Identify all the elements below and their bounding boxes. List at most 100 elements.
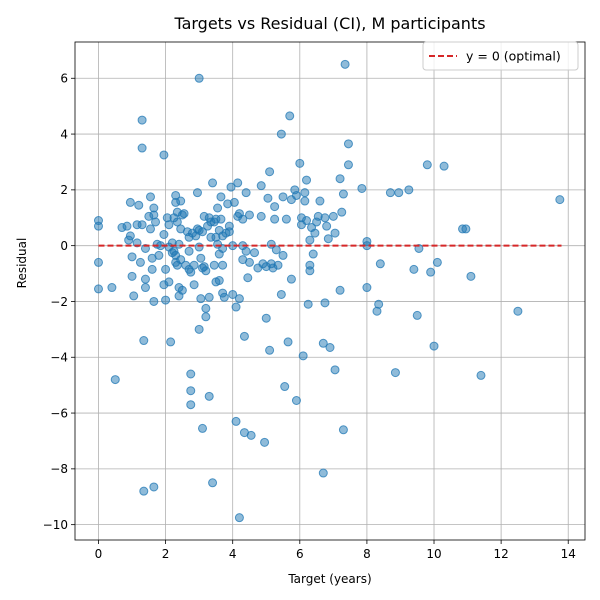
- data-point: [219, 292, 229, 302]
- data-point: [374, 299, 384, 309]
- data-point: [330, 228, 340, 238]
- data-point: [196, 294, 206, 304]
- data-point: [93, 221, 103, 231]
- data-point: [409, 264, 419, 274]
- data-point: [161, 264, 171, 274]
- grid: [75, 42, 585, 540]
- data-point: [278, 192, 288, 202]
- y-tick-label: 6: [60, 72, 68, 86]
- legend-label: y = 0 (optimal): [466, 49, 561, 64]
- data-point: [555, 195, 565, 205]
- data-point: [308, 249, 318, 259]
- data-point: [209, 260, 219, 270]
- data-point: [276, 129, 286, 139]
- data-point: [192, 188, 202, 198]
- data-point: [305, 266, 315, 276]
- data-point: [164, 277, 174, 287]
- data-point: [315, 196, 325, 206]
- x-tick-label: 4: [229, 547, 237, 561]
- data-point: [159, 230, 169, 240]
- x-tick-label: 0: [95, 547, 103, 561]
- data-point: [429, 341, 439, 351]
- data-point: [244, 210, 254, 220]
- data-point: [404, 185, 414, 195]
- data-point: [137, 220, 147, 230]
- data-point: [291, 396, 301, 406]
- data-point: [261, 313, 271, 323]
- data-point: [125, 231, 135, 241]
- x-tick-label: 8: [363, 547, 371, 561]
- data-point: [271, 245, 281, 255]
- data-point: [228, 289, 238, 299]
- data-point: [159, 150, 169, 160]
- data-point: [323, 234, 333, 244]
- data-point: [129, 291, 139, 301]
- data-point: [239, 331, 249, 341]
- data-point: [244, 257, 254, 267]
- x-tick-label: 6: [296, 547, 304, 561]
- data-points: [93, 59, 565, 523]
- data-point: [243, 273, 253, 283]
- data-point: [260, 437, 270, 447]
- y-tick-label: 2: [60, 183, 68, 197]
- data-point: [127, 271, 137, 281]
- data-point: [189, 280, 199, 290]
- data-point: [357, 183, 367, 193]
- data-point: [204, 292, 214, 302]
- data-point: [174, 239, 184, 249]
- x-axis-ticks: 0 2 4 6 8 10 12 14: [95, 540, 576, 561]
- data-point: [140, 283, 150, 293]
- data-point: [179, 209, 189, 219]
- y-axis-ticks: −10 −8 −6 −4 −2 0 2 4 6: [43, 72, 75, 532]
- data-point: [186, 386, 196, 396]
- data-point: [320, 213, 330, 223]
- data-point: [280, 382, 290, 392]
- data-point: [149, 482, 159, 492]
- data-point: [184, 246, 194, 256]
- y-tick-label: −10: [43, 518, 68, 532]
- data-point: [234, 513, 244, 523]
- y-axis-label: Residual: [15, 238, 29, 289]
- data-point: [176, 196, 186, 206]
- data-point: [320, 298, 330, 308]
- data-point: [330, 365, 340, 375]
- data-point: [305, 235, 315, 245]
- data-point: [166, 337, 176, 347]
- data-point: [295, 158, 305, 168]
- data-point: [189, 260, 199, 270]
- data-point: [303, 299, 313, 309]
- data-point: [140, 274, 150, 284]
- data-point: [93, 257, 103, 267]
- data-point: [343, 160, 353, 170]
- data-point: [161, 295, 171, 305]
- data-point: [300, 188, 310, 198]
- data-point: [328, 211, 338, 221]
- data-point: [276, 289, 286, 299]
- data-point: [231, 302, 241, 312]
- chart-title: Targets vs Residual (CI), M participants: [173, 14, 485, 33]
- data-point: [194, 242, 204, 252]
- data-point: [476, 370, 486, 380]
- y-tick-label: −6: [50, 406, 68, 420]
- data-point: [263, 193, 273, 203]
- data-point: [198, 423, 207, 433]
- data-point: [137, 143, 147, 153]
- y-tick-label: −8: [50, 462, 68, 476]
- x-tick-label: 12: [493, 547, 508, 561]
- data-point: [310, 228, 320, 238]
- data-point: [335, 174, 345, 184]
- legend-box: [422, 41, 579, 71]
- data-point: [302, 216, 312, 226]
- data-point: [513, 306, 523, 316]
- data-point: [390, 368, 400, 378]
- data-point: [177, 285, 187, 295]
- data-point: [110, 375, 120, 385]
- data-point: [325, 342, 335, 352]
- data-point: [231, 416, 241, 426]
- data-point: [145, 192, 155, 202]
- data-point: [318, 468, 328, 478]
- plot-frame: [74, 41, 586, 541]
- data-point: [194, 324, 204, 334]
- data-point: [426, 267, 436, 277]
